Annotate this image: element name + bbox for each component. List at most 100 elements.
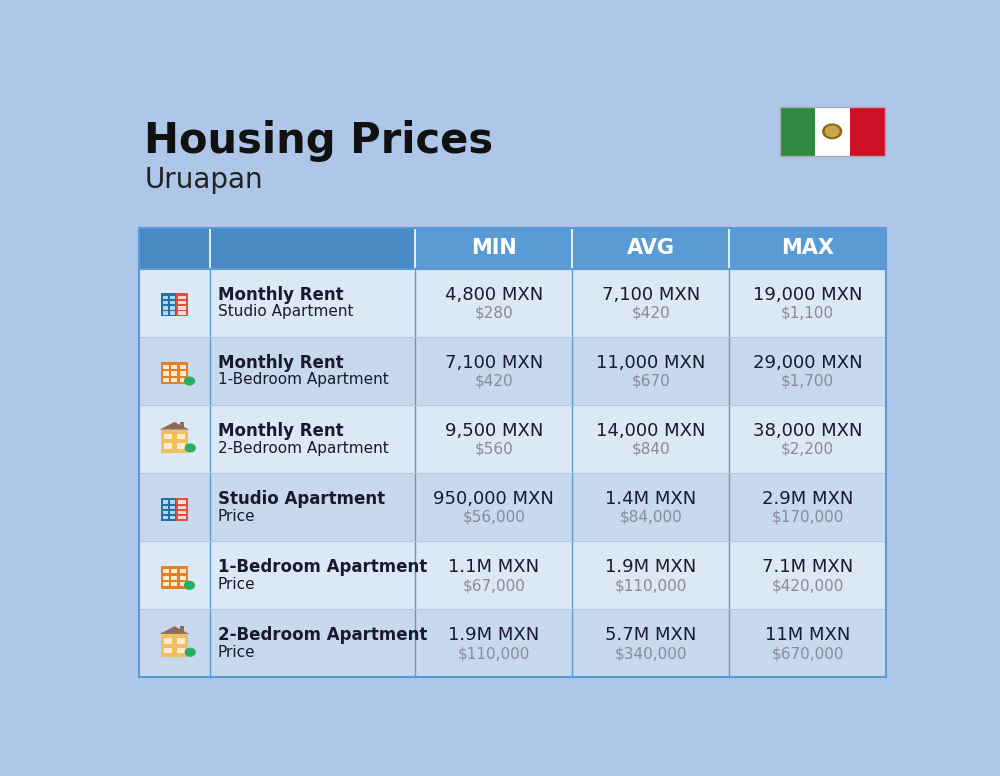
Text: Studio Apartment: Studio Apartment: [218, 304, 353, 320]
FancyBboxPatch shape: [171, 582, 177, 587]
Text: 29,000 MXN: 29,000 MXN: [753, 354, 862, 372]
FancyBboxPatch shape: [163, 307, 168, 310]
Text: $420: $420: [475, 374, 513, 389]
FancyBboxPatch shape: [163, 501, 168, 504]
FancyBboxPatch shape: [139, 473, 886, 542]
Text: 1.1M MXN: 1.1M MXN: [448, 558, 539, 577]
FancyBboxPatch shape: [161, 293, 188, 317]
FancyBboxPatch shape: [171, 576, 177, 580]
FancyBboxPatch shape: [163, 311, 168, 314]
Text: 7,100 MXN: 7,100 MXN: [602, 286, 700, 304]
FancyBboxPatch shape: [180, 569, 186, 573]
FancyBboxPatch shape: [177, 648, 185, 653]
FancyBboxPatch shape: [163, 296, 168, 300]
Text: $840: $840: [631, 442, 670, 457]
Text: 7,100 MXN: 7,100 MXN: [445, 354, 543, 372]
Text: 2-Bedroom Apartment: 2-Bedroom Apartment: [218, 441, 388, 456]
FancyBboxPatch shape: [180, 378, 186, 383]
FancyBboxPatch shape: [178, 301, 186, 304]
FancyBboxPatch shape: [178, 505, 186, 509]
FancyBboxPatch shape: [163, 582, 169, 587]
Circle shape: [825, 126, 839, 137]
FancyBboxPatch shape: [415, 227, 572, 269]
FancyBboxPatch shape: [171, 569, 177, 573]
FancyBboxPatch shape: [139, 227, 210, 269]
Text: 11M MXN: 11M MXN: [765, 626, 850, 644]
FancyBboxPatch shape: [163, 569, 169, 573]
FancyBboxPatch shape: [164, 434, 172, 439]
Text: Monthly Rent: Monthly Rent: [218, 286, 343, 304]
Text: 1.9M MXN: 1.9M MXN: [605, 558, 696, 577]
FancyBboxPatch shape: [139, 405, 886, 473]
Text: 1.9M MXN: 1.9M MXN: [448, 626, 539, 644]
FancyBboxPatch shape: [170, 511, 175, 514]
Text: Monthly Rent: Monthly Rent: [218, 354, 343, 372]
Text: 5.7M MXN: 5.7M MXN: [605, 626, 696, 644]
FancyBboxPatch shape: [163, 505, 168, 509]
Text: 950,000 MXN: 950,000 MXN: [433, 490, 554, 508]
FancyBboxPatch shape: [176, 497, 188, 521]
Text: MIN: MIN: [471, 238, 517, 258]
FancyBboxPatch shape: [170, 301, 175, 304]
FancyBboxPatch shape: [176, 293, 188, 317]
Text: MAX: MAX: [781, 238, 834, 258]
Text: $110,000: $110,000: [458, 646, 530, 661]
FancyBboxPatch shape: [180, 626, 184, 632]
Text: $420: $420: [631, 306, 670, 320]
Circle shape: [823, 124, 842, 139]
Text: $84,000: $84,000: [619, 510, 682, 525]
FancyBboxPatch shape: [139, 609, 886, 677]
Text: 19,000 MXN: 19,000 MXN: [753, 286, 862, 304]
Text: 14,000 MXN: 14,000 MXN: [596, 422, 705, 440]
FancyBboxPatch shape: [164, 648, 172, 653]
Text: Studio Apartment: Studio Apartment: [218, 490, 385, 508]
FancyBboxPatch shape: [171, 365, 177, 369]
Text: $670: $670: [631, 374, 670, 389]
FancyBboxPatch shape: [178, 511, 186, 514]
Text: 11,000 MXN: 11,000 MXN: [596, 354, 705, 372]
FancyBboxPatch shape: [177, 443, 185, 449]
FancyBboxPatch shape: [164, 443, 172, 449]
FancyBboxPatch shape: [161, 566, 188, 589]
FancyBboxPatch shape: [815, 107, 850, 156]
FancyBboxPatch shape: [139, 269, 886, 337]
FancyBboxPatch shape: [163, 576, 169, 580]
Text: 2-Bedroom Apartment: 2-Bedroom Apartment: [218, 626, 427, 644]
FancyBboxPatch shape: [163, 378, 169, 383]
FancyBboxPatch shape: [210, 227, 415, 269]
FancyBboxPatch shape: [139, 542, 886, 609]
FancyBboxPatch shape: [163, 511, 168, 514]
FancyBboxPatch shape: [163, 301, 168, 304]
FancyBboxPatch shape: [161, 634, 188, 656]
Text: 2.9M MXN: 2.9M MXN: [762, 490, 853, 508]
FancyBboxPatch shape: [180, 582, 186, 587]
FancyBboxPatch shape: [161, 362, 188, 384]
Text: 9,500 MXN: 9,500 MXN: [445, 422, 543, 440]
FancyBboxPatch shape: [178, 311, 186, 314]
FancyBboxPatch shape: [170, 307, 175, 310]
FancyBboxPatch shape: [177, 638, 185, 644]
FancyBboxPatch shape: [170, 515, 175, 519]
Text: Housing Prices: Housing Prices: [144, 120, 494, 162]
FancyBboxPatch shape: [177, 434, 185, 439]
Circle shape: [184, 581, 194, 589]
FancyBboxPatch shape: [850, 107, 885, 156]
Text: $670,000: $670,000: [771, 646, 844, 661]
Text: $560: $560: [474, 442, 513, 457]
Text: $420,000: $420,000: [771, 578, 844, 593]
FancyBboxPatch shape: [163, 372, 169, 376]
Text: 38,000 MXN: 38,000 MXN: [753, 422, 862, 440]
Text: AVG: AVG: [627, 238, 675, 258]
Text: Price: Price: [218, 577, 255, 592]
FancyBboxPatch shape: [178, 515, 186, 519]
Text: $170,000: $170,000: [771, 510, 844, 525]
Text: 4,800 MXN: 4,800 MXN: [445, 286, 543, 304]
Text: 1-Bedroom Apartment: 1-Bedroom Apartment: [218, 372, 388, 387]
Text: $1,100: $1,100: [781, 306, 834, 320]
FancyBboxPatch shape: [161, 430, 188, 452]
FancyBboxPatch shape: [729, 227, 886, 269]
Text: $2,200: $2,200: [781, 442, 834, 457]
Text: 1-Bedroom Apartment: 1-Bedroom Apartment: [218, 558, 427, 577]
Circle shape: [185, 444, 195, 452]
FancyBboxPatch shape: [572, 227, 729, 269]
